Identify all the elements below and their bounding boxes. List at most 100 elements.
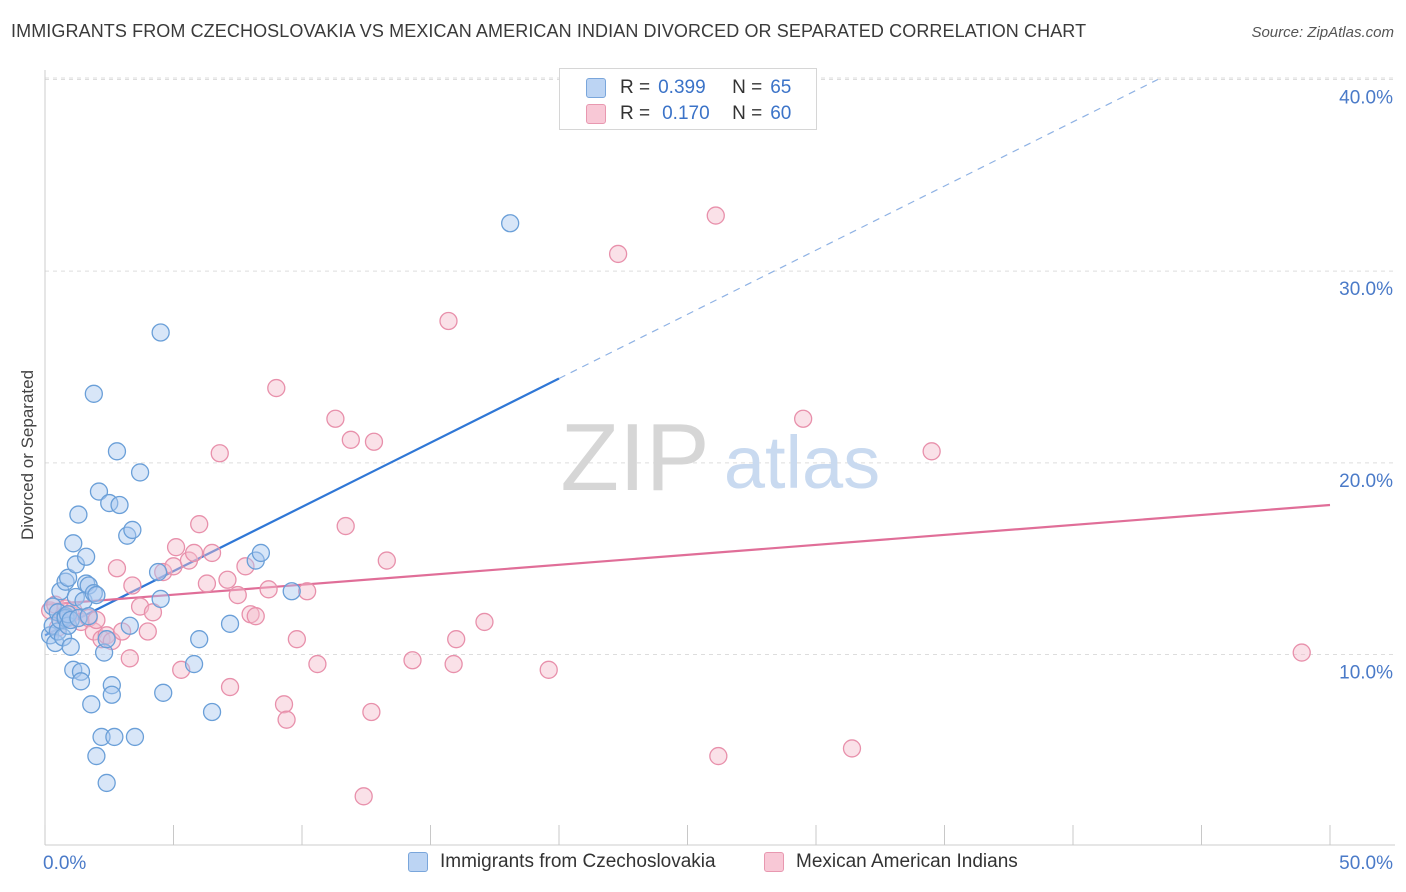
point-blue-47 [120, 616, 139, 635]
point-blue-38 [97, 773, 116, 793]
point-pink-38 [259, 580, 278, 599]
point-pink-30 [202, 543, 222, 563]
point-blue-54 [154, 683, 173, 702]
point-pink-63 [922, 442, 941, 461]
legend-item-czechoslovakia: Immigrants from Czechoslovakia [408, 851, 716, 873]
point-blue-35 [89, 482, 109, 501]
point-blue-51 [148, 562, 168, 582]
trend-line-pink [44, 503, 1331, 606]
point-blue-60 [251, 543, 271, 563]
point-pink-18 [123, 576, 142, 595]
n-value-pink: 60 [770, 103, 792, 124]
legend-label-mexican-american-indians: Mexican American Indians [796, 851, 1018, 872]
point-blue-58 [220, 614, 240, 633]
point-blue-55 [184, 654, 204, 674]
point-blue-45 [110, 495, 129, 515]
point-pink-37 [246, 607, 265, 626]
legend-swatch-czechoslovakia [408, 852, 428, 872]
legend-label-czechoslovakia: Immigrants from Czechoslovakia [440, 851, 716, 872]
point-pink-46 [336, 516, 355, 536]
r-value-pink: 0.170 [662, 103, 710, 124]
point-blue-48 [123, 520, 142, 540]
point-blue-28 [79, 607, 98, 626]
source-label: Source: ZipAtlas.com [1251, 24, 1394, 41]
r-label-blue: R = [620, 77, 651, 98]
point-pink-35 [236, 557, 255, 576]
point-blue-17 [64, 534, 83, 553]
point-pink-22 [154, 562, 173, 582]
point-pink-20 [138, 622, 157, 641]
point-pink-33 [220, 677, 240, 697]
point-blue-31 [84, 384, 103, 403]
stats-row-pink: R = 0.170 N = 60 [586, 102, 791, 126]
point-blue-30 [82, 695, 101, 714]
point-blue-57 [202, 702, 222, 722]
point-pink-52 [403, 651, 422, 670]
n-label-blue: N = [732, 77, 763, 98]
x-tick-label-min: 0.0% [43, 853, 86, 874]
point-blue-15 [61, 637, 80, 656]
point-pink-39 [267, 378, 286, 398]
x-tick-label-max: 50.0% [1339, 853, 1393, 874]
point-pink-45 [326, 409, 345, 428]
trend-lines [44, 78, 1331, 637]
point-blue-36 [92, 727, 111, 747]
point-pink-61 [794, 409, 813, 428]
point-pink-64 [1292, 643, 1311, 662]
point-pink-40 [274, 695, 294, 714]
point-pink-42 [287, 630, 307, 649]
point-blue-37 [94, 643, 114, 662]
point-blue-24 [71, 672, 91, 691]
legend-swatch-mexican-american-indians [764, 852, 784, 872]
point-blue-8 [53, 628, 73, 647]
point-pink-53 [439, 311, 458, 331]
point-blue-34 [87, 585, 106, 605]
point-pink-24 [166, 538, 186, 557]
point-blue-52 [151, 589, 170, 609]
point-blue-33 [87, 746, 106, 766]
legend-swatch-blue [586, 78, 606, 98]
point-pink-51 [377, 551, 396, 570]
point-blue-41 [102, 676, 121, 695]
y-tick-label-10: 10.0% [1339, 663, 1393, 684]
point-blue-44 [107, 442, 127, 461]
legend-item-mexican-american-indians: Mexican American Indians [764, 851, 1018, 873]
watermark-atlas: atlas [724, 421, 880, 504]
point-pink-23 [164, 557, 183, 576]
point-blue-53 [151, 323, 170, 342]
n-value-blue: 65 [770, 77, 792, 98]
point-pink-44 [308, 654, 327, 674]
trend-line-blue [44, 377, 560, 637]
data-points [40, 206, 1311, 806]
y-tick-label-20: 20.0% [1339, 471, 1393, 492]
axes [44, 70, 1395, 846]
point-pink-60 [709, 746, 728, 766]
point-blue-50 [130, 463, 150, 482]
point-pink-28 [190, 515, 209, 534]
point-pink-47 [341, 430, 360, 449]
point-blue-39 [97, 630, 116, 649]
zipatlas-watermark: ZIP atlas [560, 404, 880, 511]
point-pink-27 [184, 543, 204, 563]
point-pink-17 [120, 649, 139, 668]
watermark-zip: ZIP [560, 404, 709, 511]
point-blue-21 [69, 505, 88, 524]
point-pink-49 [362, 702, 381, 722]
point-pink-34 [228, 585, 247, 605]
point-blue-46 [118, 526, 137, 545]
stats-row-blue: R = 0.399 N = 65 [586, 76, 791, 100]
point-pink-62 [842, 739, 862, 758]
point-blue-26 [76, 547, 96, 566]
r-label-pink: R = [620, 103, 651, 124]
point-pink-48 [354, 787, 373, 806]
y-tick-label-40: 40.0% [1339, 88, 1393, 109]
point-pink-54 [444, 654, 463, 674]
point-pink-32 [218, 570, 237, 589]
point-blue-56 [190, 630, 209, 649]
chart-title: IMMIGRANTS FROM CZECHOSLOVAKIA VS MEXICA… [11, 21, 1087, 41]
n-label-pink: N = [732, 103, 763, 124]
point-blue-32 [84, 584, 103, 603]
point-pink-57 [539, 660, 558, 679]
point-blue-43 [105, 727, 124, 747]
